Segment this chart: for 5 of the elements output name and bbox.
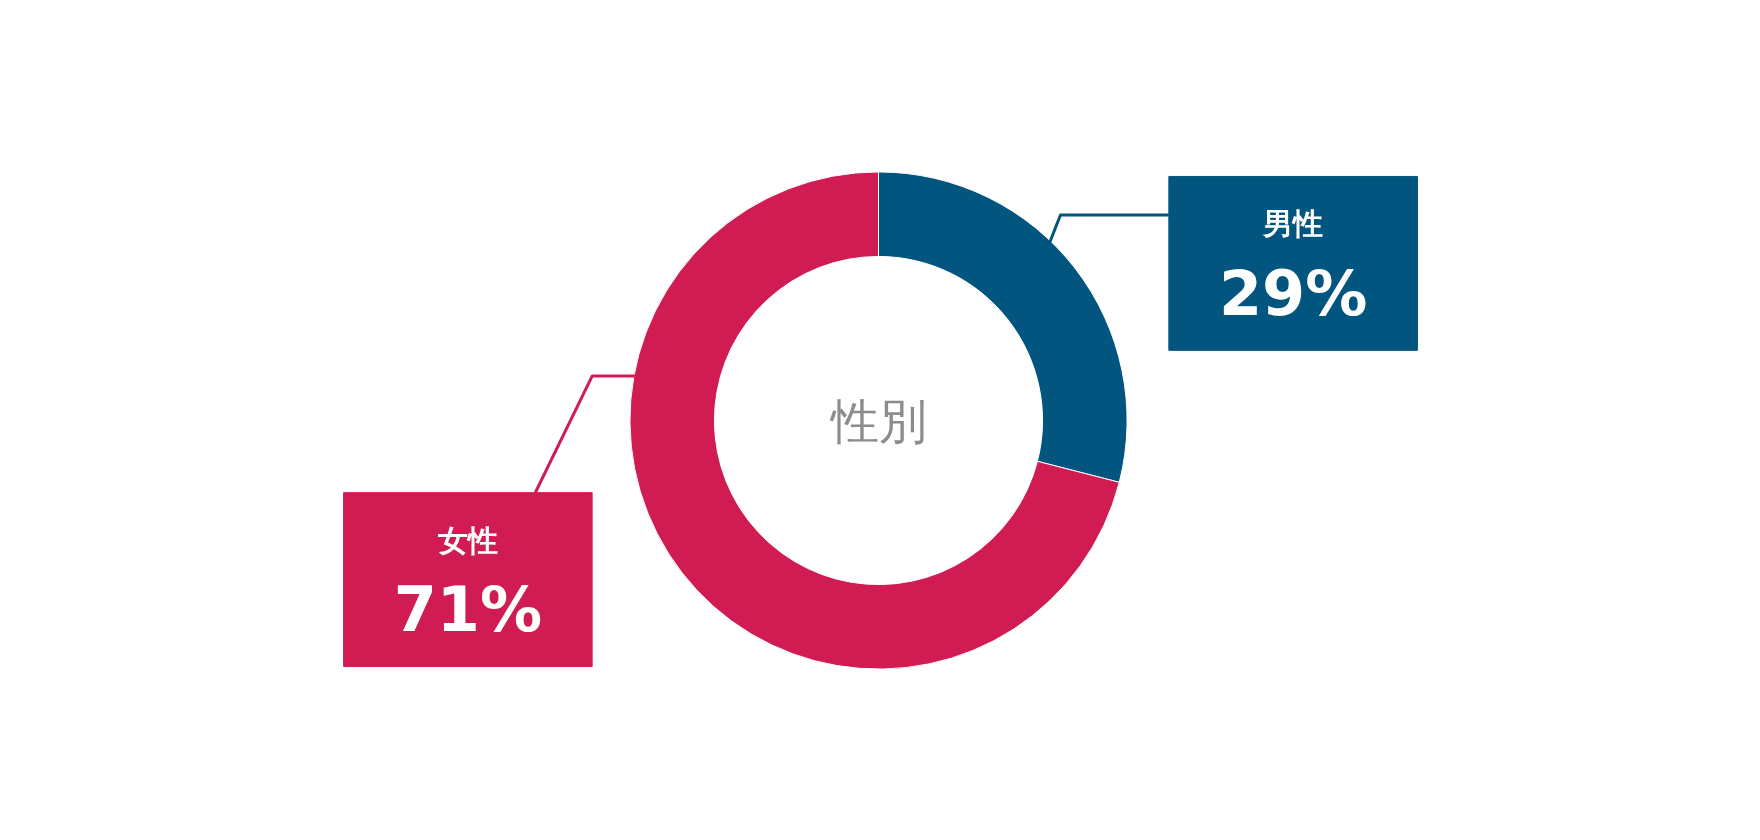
slice-label: 男性 (1262, 206, 1324, 242)
slice-label: 女性 (436, 522, 498, 558)
text: 性別 (828, 392, 927, 449)
data-label: 29% (1218, 256, 1368, 330)
data-label: 71% (393, 572, 543, 646)
